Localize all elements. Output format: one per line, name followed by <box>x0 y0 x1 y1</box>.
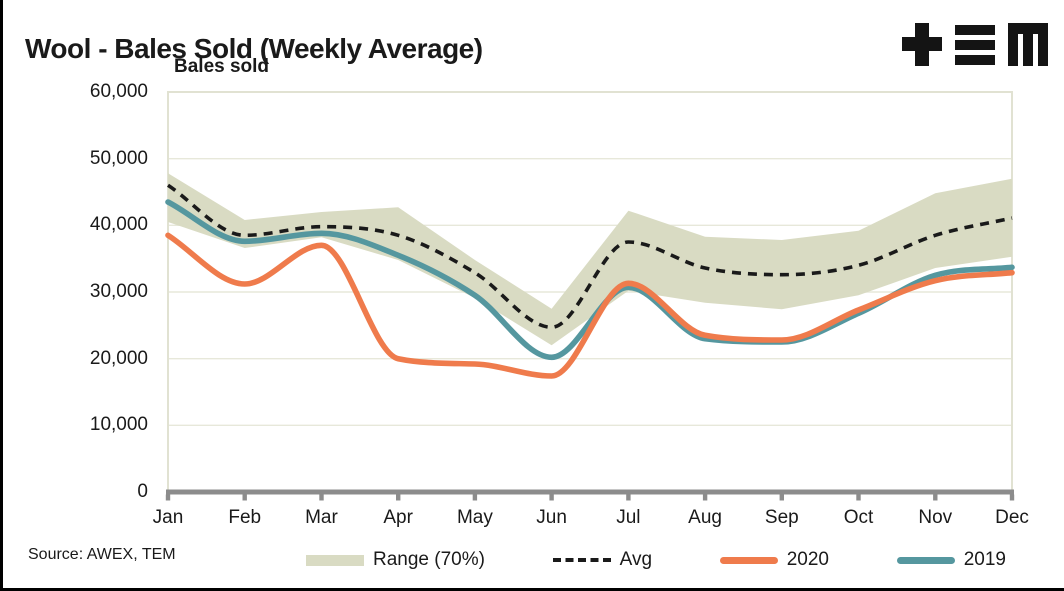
legend-item-2019: 2019 <box>896 549 1006 571</box>
x-tick-label: Sep <box>764 507 799 528</box>
y-tick-label: 20,000 <box>89 347 148 369</box>
legend-swatch <box>306 554 364 566</box>
x-tick-label: Feb <box>228 507 262 528</box>
source-note: Source: AWEX, TEM <box>28 546 176 563</box>
x-tick-label: Oct <box>843 507 874 528</box>
x-tick-label: Apr <box>383 507 413 528</box>
page-border-left <box>0 0 3 591</box>
legend-item-avg: Avg <box>552 549 653 571</box>
x-tick-label: Nov <box>918 507 953 528</box>
y-tick-label: 50,000 <box>89 147 148 169</box>
x-tick-label: May <box>456 507 493 528</box>
legend-label: 2020 <box>786 549 830 570</box>
legend-item-2020: 2020 <box>719 549 830 571</box>
tem-logo-icon <box>902 23 1048 66</box>
y-tick-label: 40,000 <box>89 214 148 236</box>
legend-item-range-70: Range (70%) <box>306 549 485 571</box>
legend-swatch <box>896 556 955 564</box>
chart-legend: Range (70%) Avg 2020 2019 <box>306 547 1006 573</box>
x-tick-label: Dec <box>995 507 1029 528</box>
x-tick-label: Jul <box>616 507 641 528</box>
y-axis-title: Bales sold <box>174 56 270 77</box>
legend-swatch <box>719 556 778 564</box>
x-tick-label: Aug <box>688 507 722 528</box>
y-tick-label: 10,000 <box>89 414 148 436</box>
legend-swatch <box>552 558 611 562</box>
y-tick-label: 30,000 <box>89 281 148 302</box>
y-tick-label: 0 <box>137 481 148 502</box>
page-border-bottom <box>0 588 1064 591</box>
y-tick-label: 60,000 <box>89 81 148 102</box>
x-tick-label: Mar <box>305 507 338 528</box>
legend-label: 2019 <box>963 549 1006 570</box>
legend-label: Avg <box>619 549 653 570</box>
x-tick-label: Jun <box>536 507 567 528</box>
x-tick-label: Jan <box>152 507 184 528</box>
legend-label: Range (70%) <box>373 549 485 570</box>
chart-title: Wool - Bales Sold (Weekly Average) <box>25 32 483 64</box>
